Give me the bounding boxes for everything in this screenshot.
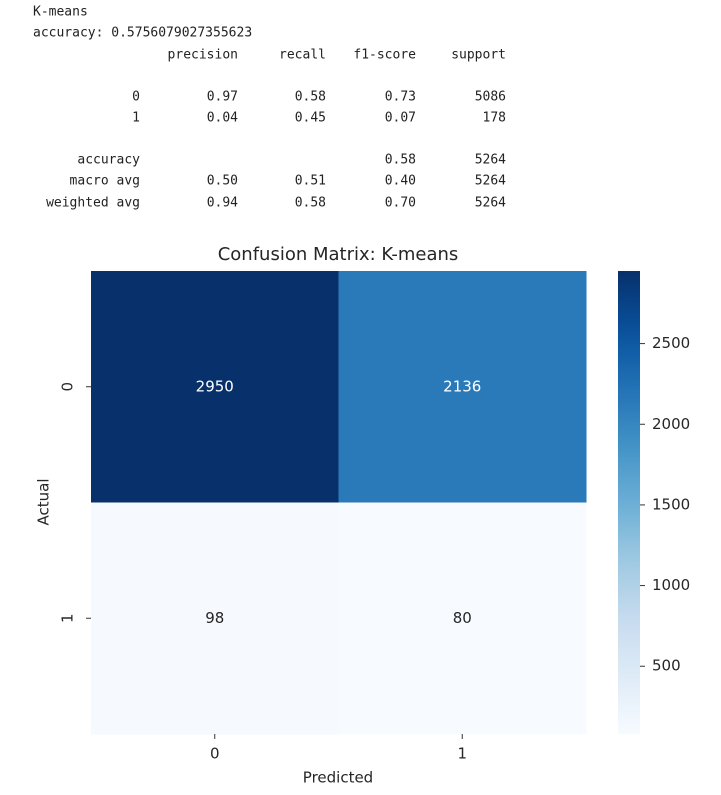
report-header: precision bbox=[168, 48, 238, 63]
report-cell: 5264 bbox=[475, 174, 506, 189]
report-cell: 0.07 bbox=[385, 111, 416, 126]
y-axis-label: Actual bbox=[35, 479, 53, 526]
heatmap-cell bbox=[338, 502, 587, 735]
report-cell: 0.51 bbox=[295, 174, 326, 189]
report-row-label: weighted avg bbox=[46, 196, 140, 211]
heatmap-cell bbox=[91, 271, 339, 503]
report-cell: 0.58 bbox=[295, 196, 326, 211]
heatmap-cell bbox=[338, 271, 587, 503]
report-cell: 0.58 bbox=[385, 153, 416, 168]
report-title: K-means bbox=[33, 5, 88, 20]
cell-label: 80 bbox=[453, 609, 472, 627]
cell-label: 2136 bbox=[443, 377, 481, 395]
report-cell: 0.04 bbox=[207, 111, 238, 126]
report-cell: 0.45 bbox=[295, 111, 326, 126]
report-header: f1-score bbox=[353, 48, 416, 63]
cell-label: 2950 bbox=[196, 377, 234, 395]
report-cell: 0.58 bbox=[295, 90, 326, 105]
report-cell: 0.70 bbox=[385, 196, 416, 211]
chart-title: Confusion Matrix: K-means bbox=[218, 244, 459, 265]
heatmap-cell bbox=[91, 502, 339, 735]
colorbar-tick-label: 1000 bbox=[652, 576, 690, 594]
report-row-label: 1 bbox=[132, 111, 140, 126]
x-axis-label: Predicted bbox=[303, 769, 373, 787]
report-row-label: accuracy bbox=[77, 153, 140, 168]
report-cell: 0.94 bbox=[207, 196, 238, 211]
confusion-matrix: Confusion Matrix: K-means Predicted Actu… bbox=[35, 244, 691, 787]
report-header: support bbox=[451, 48, 506, 63]
colorbar-tick-label: 2000 bbox=[652, 415, 690, 433]
colorbar-tick-label: 2500 bbox=[652, 334, 690, 352]
accuracy-line: accuracy: 0.5756079027355623 bbox=[33, 26, 252, 41]
y-tick-label: 1 bbox=[59, 613, 77, 623]
report-cell: 0.97 bbox=[207, 90, 238, 105]
report-cell: 178 bbox=[483, 111, 506, 126]
report-header: recall bbox=[279, 48, 326, 63]
report-cell: 0.73 bbox=[385, 90, 416, 105]
report-cell: 5264 bbox=[475, 196, 506, 211]
report-row-label: macro avg bbox=[70, 174, 140, 189]
colorbar-tick-label: 500 bbox=[652, 657, 681, 675]
report-cell: 5086 bbox=[475, 90, 506, 105]
colorbar bbox=[618, 271, 640, 734]
cell-label: 98 bbox=[205, 609, 224, 627]
report-cell: 0.40 bbox=[385, 174, 416, 189]
report-cell: 0.50 bbox=[207, 174, 238, 189]
x-tick-label: 0 bbox=[210, 745, 220, 763]
report-cell: 5264 bbox=[475, 153, 506, 168]
colorbar-tick-label: 1500 bbox=[652, 495, 690, 513]
report-row-label: 0 bbox=[132, 90, 140, 105]
y-tick-label: 0 bbox=[59, 382, 77, 392]
classification-report: precision recall f1-score support 0 0.97 0.58 0… bbox=[46, 48, 506, 211]
x-tick-label: 1 bbox=[457, 745, 467, 763]
